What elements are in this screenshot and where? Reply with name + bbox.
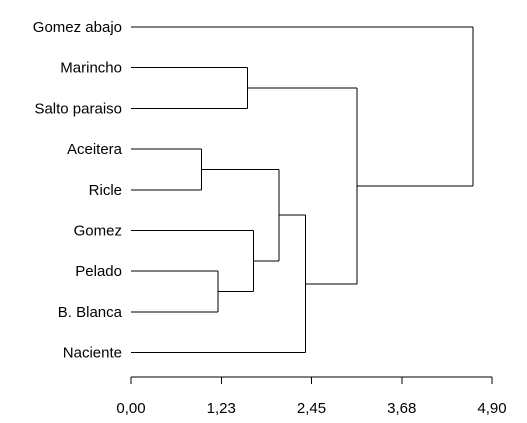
leaf-label: Gomez xyxy=(74,223,122,240)
tick-label: 3,68 xyxy=(387,400,416,417)
leaf-label: Ricle xyxy=(89,182,122,199)
leaf-labels: Gomez abajo Marincho Salto paraiso Aceitera… xyxy=(33,19,123,362)
leaf-label: Salto paraiso xyxy=(34,100,122,117)
tick-label: 0,00 xyxy=(116,400,145,417)
leaf-label: B. Blanca xyxy=(58,304,123,321)
leaf-label: Aceitera xyxy=(67,141,123,158)
tick-label: 4,90 xyxy=(477,400,506,417)
leaf-label: Pelado xyxy=(75,263,122,280)
dendrogram-branches xyxy=(131,26,474,354)
leaf-label: Marincho xyxy=(60,60,122,77)
leaf-label: Naciente xyxy=(63,345,122,362)
distance-axis: 0,00 1,23 2,45 3,68 4,90 xyxy=(116,376,507,417)
tick-label: 2,45 xyxy=(297,400,326,417)
leaf-label: Gomez abajo xyxy=(33,19,122,36)
tick-label: 1,23 xyxy=(207,400,236,417)
